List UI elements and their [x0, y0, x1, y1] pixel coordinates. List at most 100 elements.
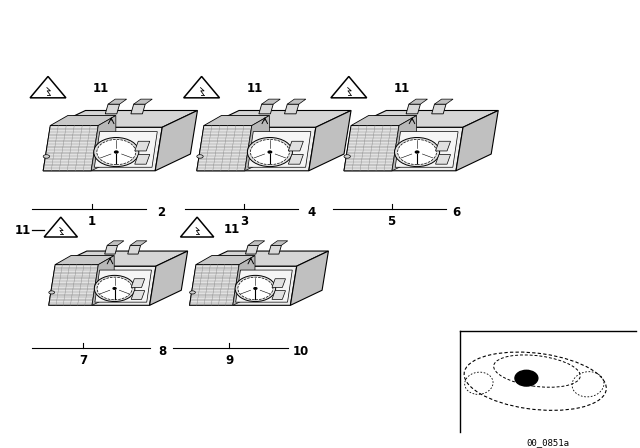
Text: 8: 8 — [159, 345, 167, 358]
Polygon shape — [344, 125, 399, 171]
Polygon shape — [134, 99, 152, 104]
Polygon shape — [108, 241, 124, 246]
Polygon shape — [259, 104, 273, 114]
Polygon shape — [395, 132, 458, 167]
Polygon shape — [108, 99, 127, 104]
Polygon shape — [272, 279, 285, 288]
Ellipse shape — [235, 276, 276, 302]
Polygon shape — [44, 217, 77, 237]
Text: 2: 2 — [157, 206, 165, 219]
Polygon shape — [131, 241, 147, 246]
Polygon shape — [288, 155, 303, 164]
Polygon shape — [435, 141, 451, 151]
Text: 1: 1 — [88, 215, 95, 228]
Text: 11: 11 — [93, 82, 109, 95]
Polygon shape — [135, 155, 150, 164]
Polygon shape — [269, 246, 282, 254]
Polygon shape — [55, 251, 188, 266]
Polygon shape — [197, 127, 316, 171]
Text: 11: 11 — [14, 224, 31, 237]
Polygon shape — [248, 241, 265, 246]
Polygon shape — [155, 111, 197, 171]
Ellipse shape — [97, 277, 132, 300]
Text: 4: 4 — [307, 206, 316, 219]
Polygon shape — [180, 217, 214, 237]
Text: 11: 11 — [246, 82, 262, 95]
Ellipse shape — [238, 277, 273, 300]
Polygon shape — [128, 246, 141, 254]
Polygon shape — [131, 291, 145, 299]
Ellipse shape — [197, 155, 204, 158]
Polygon shape — [44, 127, 163, 171]
Circle shape — [113, 287, 116, 290]
Text: 11: 11 — [224, 223, 240, 236]
Text: 3: 3 — [241, 215, 248, 228]
Polygon shape — [196, 251, 328, 266]
Text: 9: 9 — [225, 354, 233, 367]
Polygon shape — [204, 111, 351, 127]
Circle shape — [253, 287, 257, 290]
Polygon shape — [92, 116, 116, 171]
Polygon shape — [95, 132, 157, 167]
Polygon shape — [95, 270, 152, 302]
Polygon shape — [196, 255, 255, 265]
Ellipse shape — [93, 138, 139, 167]
Polygon shape — [288, 141, 303, 151]
Polygon shape — [49, 265, 99, 306]
Circle shape — [114, 151, 119, 154]
Polygon shape — [204, 116, 269, 125]
Polygon shape — [51, 111, 197, 127]
Ellipse shape — [49, 291, 54, 294]
Circle shape — [415, 151, 420, 154]
Ellipse shape — [248, 138, 292, 167]
Polygon shape — [44, 125, 99, 171]
Polygon shape — [344, 127, 463, 171]
Polygon shape — [184, 77, 220, 98]
Polygon shape — [409, 99, 428, 104]
Polygon shape — [105, 104, 120, 114]
Text: 7: 7 — [79, 354, 87, 367]
Polygon shape — [392, 116, 417, 171]
Polygon shape — [309, 111, 351, 171]
Ellipse shape — [189, 291, 195, 294]
Polygon shape — [285, 104, 299, 114]
Polygon shape — [189, 266, 297, 306]
Ellipse shape — [44, 155, 50, 158]
Polygon shape — [245, 116, 269, 171]
Polygon shape — [55, 255, 114, 265]
Polygon shape — [432, 104, 446, 114]
Polygon shape — [272, 291, 285, 299]
Polygon shape — [271, 241, 288, 246]
Polygon shape — [291, 251, 328, 306]
Circle shape — [268, 151, 273, 154]
Text: 6: 6 — [452, 206, 460, 219]
Polygon shape — [331, 77, 367, 98]
Polygon shape — [92, 255, 114, 306]
Circle shape — [515, 370, 538, 386]
Ellipse shape — [394, 138, 440, 167]
Text: 11: 11 — [394, 82, 410, 95]
Polygon shape — [435, 155, 451, 164]
Ellipse shape — [344, 155, 351, 158]
Polygon shape — [49, 266, 156, 306]
Polygon shape — [150, 251, 188, 306]
Polygon shape — [435, 99, 453, 104]
Text: 10: 10 — [293, 345, 309, 358]
Polygon shape — [233, 255, 255, 306]
Text: 5: 5 — [388, 215, 396, 228]
Ellipse shape — [397, 139, 436, 164]
Polygon shape — [189, 265, 239, 306]
Ellipse shape — [97, 139, 136, 164]
Polygon shape — [351, 111, 499, 127]
Polygon shape — [131, 104, 145, 114]
Polygon shape — [135, 141, 150, 151]
Polygon shape — [351, 116, 417, 125]
Polygon shape — [456, 111, 499, 171]
Polygon shape — [287, 99, 306, 104]
Ellipse shape — [250, 139, 289, 164]
Polygon shape — [131, 279, 145, 288]
Polygon shape — [236, 270, 292, 302]
Polygon shape — [248, 132, 311, 167]
Polygon shape — [30, 77, 66, 98]
Polygon shape — [51, 116, 116, 125]
